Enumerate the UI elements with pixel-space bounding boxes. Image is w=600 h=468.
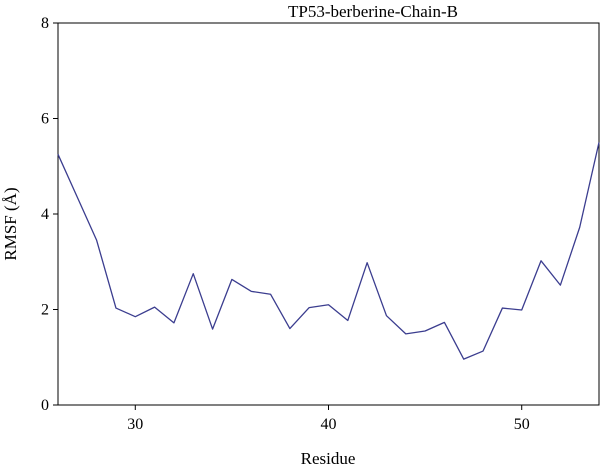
y-tick-label: 2 (41, 302, 49, 319)
y-tick-label: 6 (41, 111, 49, 128)
plot-frame (57, 22, 600, 406)
x-tick-label: 30 (127, 416, 143, 433)
y-axis-ticks: 0 2 4 6 8 (41, 15, 58, 414)
x-axis-label: Residue (301, 449, 356, 468)
rmsf-series-line (57, 142, 600, 360)
y-tick-label: 4 (41, 206, 49, 223)
x-axis-ticks: 30 40 50 (127, 405, 530, 433)
series-layer (57, 142, 600, 360)
y-axis-label: RMSF (Å) (1, 187, 20, 260)
x-tick-label: 50 (514, 416, 530, 433)
y-tick-label: 0 (41, 397, 49, 414)
plot-border (57, 22, 600, 406)
chart-title: TP53-berberine-Chain-B (288, 2, 458, 21)
y-tick-label: 8 (41, 15, 49, 32)
x-tick-label: 40 (321, 416, 337, 433)
